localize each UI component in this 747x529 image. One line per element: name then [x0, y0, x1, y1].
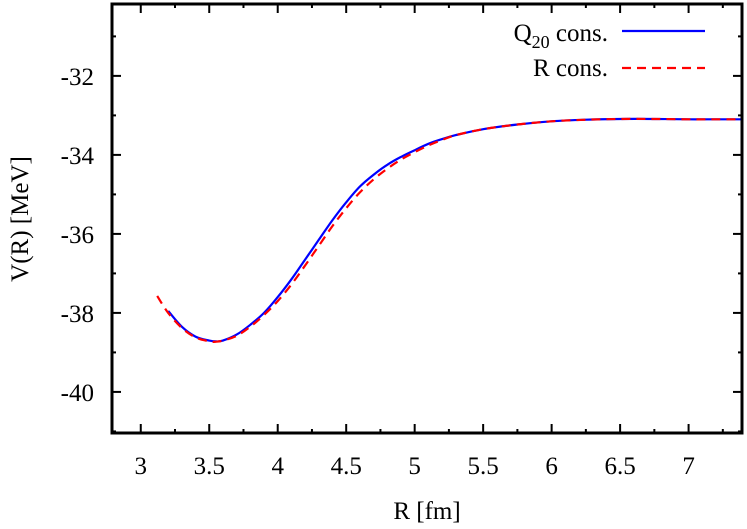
axis-ticks: [112, 4, 742, 433]
y-tick-label: -32: [61, 64, 94, 91]
x-tick-label: 7: [682, 453, 695, 480]
series-q20-cons-line: [167, 117, 742, 343]
legend: Q20 cons. R cons.: [514, 20, 705, 82]
x-tick-label: 6: [545, 453, 558, 480]
y-tick-label: -38: [61, 301, 94, 328]
series-r-cons-line: [156, 117, 742, 343]
x-tick-label: 5.5: [468, 453, 499, 480]
y-tick-label: -36: [61, 222, 94, 249]
x-tick-label: 5: [408, 453, 421, 480]
x-tick-label: 3.5: [194, 453, 225, 480]
legend-item-q20: Q20 cons.: [514, 20, 705, 52]
x-tick-labels: 3 3.5 4 4.5 5 5.5 6 6.5 7: [135, 453, 695, 480]
y-tick-label: -40: [61, 380, 94, 407]
x-axis-title: R [fm]: [393, 498, 460, 525]
legend-label-rcons: R cons.: [533, 55, 608, 82]
y-axis-title: V(R) [MeV]: [7, 156, 34, 282]
plot-frame: [110, 2, 744, 435]
x-tick-label: 6.5: [604, 453, 635, 480]
x-tick-label: 3: [135, 453, 148, 480]
series-layer: [156, 117, 742, 343]
legend-item-rcons: R cons.: [533, 55, 705, 82]
x-tick-label: 4: [271, 453, 284, 480]
y-tick-label: -34: [61, 143, 95, 170]
legend-label-q20: Q20 cons.: [514, 20, 608, 52]
x-tick-label: 4.5: [331, 453, 362, 480]
y-tick-labels: -40 -38 -36 -34 -32: [61, 64, 95, 407]
